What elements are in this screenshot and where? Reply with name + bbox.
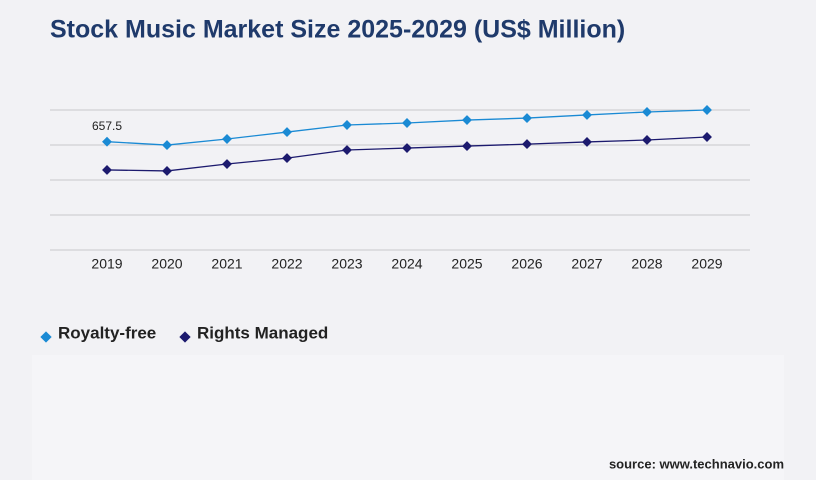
- data-point: [462, 141, 472, 152]
- data-point: [162, 140, 172, 151]
- data-point: [402, 118, 412, 128]
- x-tick-label: 2028: [631, 256, 662, 272]
- data-point: [642, 135, 652, 145]
- data-point: [222, 134, 232, 144]
- data-point: [582, 109, 592, 120]
- legend-label: Rights Managed: [197, 323, 328, 342]
- lower-panel: [32, 355, 784, 480]
- data-point: [522, 113, 532, 124]
- data-point: [702, 105, 712, 115]
- x-tick-label: 2027: [571, 256, 602, 272]
- x-tick-label: 2026: [511, 256, 542, 272]
- x-tick-label: 2024: [391, 256, 422, 272]
- data-point: [162, 165, 172, 176]
- data-point: [282, 153, 292, 164]
- data-point: [462, 115, 472, 125]
- source: source: www.technavio.com: [609, 456, 784, 471]
- chart-title: Stock Music Market Size 2025-2029 (US$ M…: [50, 16, 625, 44]
- legend-marker: [179, 331, 191, 343]
- x-tick-label: 2022: [271, 256, 302, 272]
- data-point: [222, 159, 232, 169]
- legend-marker: [40, 331, 52, 343]
- data-point: [642, 107, 652, 117]
- x-tick-label: 2021: [211, 256, 242, 272]
- data-point: [342, 120, 352, 130]
- data-label: 657.5: [92, 119, 122, 133]
- x-tick-label: 2019: [91, 256, 122, 272]
- data-point: [522, 139, 532, 150]
- data-point: [702, 132, 712, 142]
- data-point: [402, 143, 412, 153]
- x-tick-label: 2029: [691, 256, 722, 272]
- x-tick-label: 2020: [151, 256, 182, 272]
- data-point: [102, 165, 112, 175]
- data-point: [282, 127, 292, 138]
- data-point: [342, 145, 352, 155]
- data-point: [102, 136, 112, 147]
- x-tick-label: 2023: [331, 256, 362, 272]
- data-point: [582, 137, 592, 147]
- legend-label: Royalty-free: [58, 323, 156, 342]
- x-tick-label: 2025: [451, 256, 482, 272]
